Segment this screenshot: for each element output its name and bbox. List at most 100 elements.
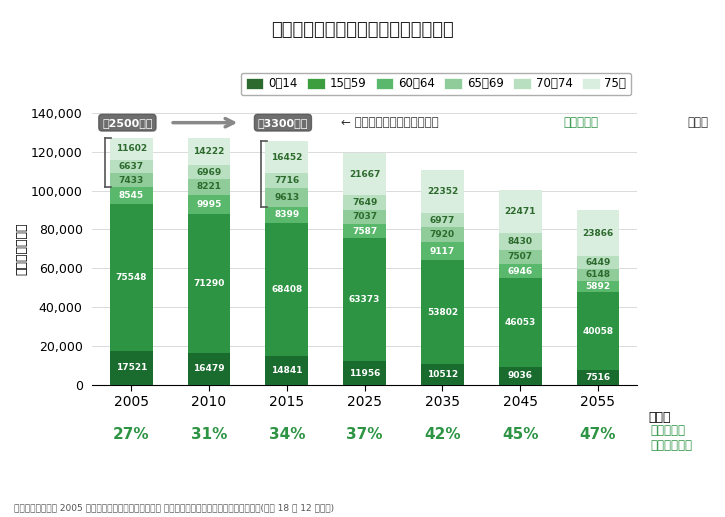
Bar xyxy=(188,195,231,215)
Text: 17521: 17521 xyxy=(115,363,147,372)
Text: 9036: 9036 xyxy=(507,371,533,381)
Text: 9117: 9117 xyxy=(430,247,455,255)
Bar xyxy=(265,207,308,223)
Text: 約2500万人: 約2500万人 xyxy=(102,118,153,128)
Text: 6449: 6449 xyxy=(585,258,610,267)
Text: 8430: 8430 xyxy=(507,237,533,246)
Text: 8545: 8545 xyxy=(119,191,144,200)
Bar xyxy=(265,223,308,356)
Text: 45%: 45% xyxy=(502,428,539,443)
Text: 63373: 63373 xyxy=(349,296,381,305)
Text: 7649: 7649 xyxy=(352,198,377,207)
Text: 37%: 37% xyxy=(347,428,383,443)
Text: 16479: 16479 xyxy=(194,364,225,373)
Bar xyxy=(265,356,308,385)
Bar xyxy=(499,367,542,385)
Bar xyxy=(421,213,464,227)
Bar xyxy=(188,215,231,353)
Text: 11602: 11602 xyxy=(116,144,147,154)
Text: ８００万人: ８００万人 xyxy=(563,116,598,129)
Legend: 0～14, 15～59, 60～64, 65～69, 70～74, 75～: 0～14, 15～59, 60～64, 65～69, 70～74, 75～ xyxy=(241,73,631,95)
Bar xyxy=(576,370,619,385)
Text: 9613: 9613 xyxy=(274,193,299,202)
Text: 40058: 40058 xyxy=(582,327,613,336)
Text: 16452: 16452 xyxy=(271,153,302,162)
Bar xyxy=(421,170,464,213)
Text: の増加: の増加 xyxy=(687,116,708,129)
Text: 6148: 6148 xyxy=(585,270,610,280)
Text: 27%: 27% xyxy=(113,428,149,443)
Bar xyxy=(343,224,386,238)
Bar xyxy=(421,227,464,242)
Bar xyxy=(421,260,464,364)
Bar xyxy=(110,188,153,204)
Text: 7587: 7587 xyxy=(352,226,377,236)
Bar xyxy=(110,160,153,173)
Text: 5892: 5892 xyxy=(585,282,610,291)
Text: 71290: 71290 xyxy=(194,279,225,288)
Bar xyxy=(499,278,542,367)
Bar xyxy=(576,210,619,256)
Bar xyxy=(343,210,386,224)
Text: 7037: 7037 xyxy=(352,212,377,221)
Text: 68408: 68408 xyxy=(271,285,302,294)
Bar xyxy=(265,188,308,207)
Text: 23866: 23866 xyxy=(582,229,613,238)
Bar xyxy=(576,281,619,292)
Text: 8399: 8399 xyxy=(274,210,299,219)
Bar xyxy=(110,351,153,385)
Text: 9995: 9995 xyxy=(196,200,222,209)
Bar xyxy=(421,242,464,260)
Bar xyxy=(576,292,619,370)
Bar xyxy=(576,256,619,269)
Bar xyxy=(343,238,386,361)
Bar xyxy=(265,141,308,173)
Text: 46053: 46053 xyxy=(505,318,536,327)
Text: 14222: 14222 xyxy=(194,147,225,156)
Text: 6977: 6977 xyxy=(430,216,455,224)
Bar xyxy=(421,364,464,385)
Text: 7716: 7716 xyxy=(274,176,299,185)
Text: 75548: 75548 xyxy=(115,273,147,282)
Bar xyxy=(110,204,153,351)
Text: 22352: 22352 xyxy=(427,187,458,196)
Text: 6637: 6637 xyxy=(119,162,144,171)
Text: 53802: 53802 xyxy=(427,308,458,316)
Bar xyxy=(188,138,231,165)
Text: 7516: 7516 xyxy=(585,373,610,382)
Text: 全人口への
高齢者占有率: 全人口への 高齢者占有率 xyxy=(651,424,693,452)
Bar xyxy=(188,179,231,195)
Bar xyxy=(343,153,386,195)
Text: 7507: 7507 xyxy=(507,252,533,262)
Text: 日本の総人口と各年齢別割合の推移表: 日本の総人口と各年齢別割合の推移表 xyxy=(271,21,454,39)
Text: 6946: 6946 xyxy=(507,267,533,276)
Text: 10512: 10512 xyxy=(427,370,458,379)
Text: 14841: 14841 xyxy=(271,366,302,375)
Text: 21667: 21667 xyxy=(349,170,381,179)
Text: 34%: 34% xyxy=(268,428,305,443)
Bar xyxy=(499,264,542,278)
Bar xyxy=(265,173,308,188)
Bar xyxy=(110,138,153,160)
Text: 42%: 42% xyxy=(424,428,460,443)
Text: 約3300万人: 約3300万人 xyxy=(258,118,308,128)
Text: ← ６５歳以上、１０年間で約: ← ６５歳以上、１０年間で約 xyxy=(341,116,439,129)
Text: 11956: 11956 xyxy=(349,369,381,377)
Bar xyxy=(188,165,231,179)
Y-axis label: 総人口（千人）: 総人口（千人） xyxy=(15,223,28,275)
Text: （年）: （年） xyxy=(648,411,671,424)
Text: 47%: 47% xyxy=(580,428,616,443)
Bar xyxy=(188,353,231,385)
Text: 7433: 7433 xyxy=(119,176,144,185)
Bar xyxy=(343,361,386,385)
Bar xyxy=(343,195,386,210)
Bar xyxy=(110,173,153,188)
Text: 31%: 31% xyxy=(191,428,227,443)
Text: 7920: 7920 xyxy=(430,230,455,239)
Text: 8221: 8221 xyxy=(196,183,222,191)
Bar xyxy=(576,269,619,281)
Bar xyxy=(499,233,542,250)
Bar xyxy=(499,190,542,233)
Text: 参考資料：総務省 2005 年「国勢調査」、国立社会保障 人口問題研究所「日本の将来推計人口」(平成 18 年 12 月推計): 参考資料：総務省 2005 年「国勢調査」、国立社会保障 人口問題研究所「日本の… xyxy=(14,503,335,512)
Bar xyxy=(499,250,542,264)
